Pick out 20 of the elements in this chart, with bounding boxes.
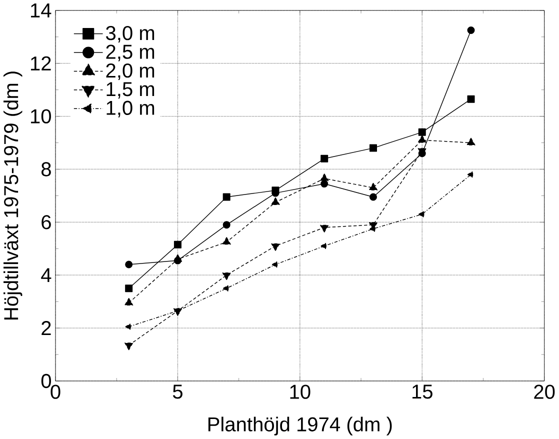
y-tick-label: 6: [42, 215, 51, 230]
y-tick-label: 14: [30, 4, 52, 18]
y-tick-label: 2: [42, 321, 51, 336]
y-tick-label: 4: [41, 268, 52, 282]
y-tick-label: 8: [42, 162, 51, 176]
x-tick-label: 10: [290, 384, 310, 399]
x-tick-label: 0: [50, 384, 60, 399]
y-tick-label: 0: [41, 374, 51, 388]
legend-label: 1,5 m: [106, 82, 154, 99]
y-tick-label: 12: [30, 56, 51, 70]
legend-label: 2,0 m: [106, 64, 154, 80]
y-axis-title: Höjdtillväxt 1975-1979 (dm ): [4, 72, 22, 320]
x-axis-title: Planthöjd 1974 (dm ): [208, 416, 392, 436]
y-tick-label: 10: [30, 109, 51, 124]
x-tick-label: 5: [172, 384, 182, 399]
x-tick-label: 20: [534, 384, 555, 399]
legend-label: 2,5 m: [106, 44, 154, 62]
legend-label: 3,0 m: [106, 26, 154, 43]
x-tick-label: 15: [412, 384, 432, 399]
legend-label: 1,0 m: [106, 100, 154, 118]
